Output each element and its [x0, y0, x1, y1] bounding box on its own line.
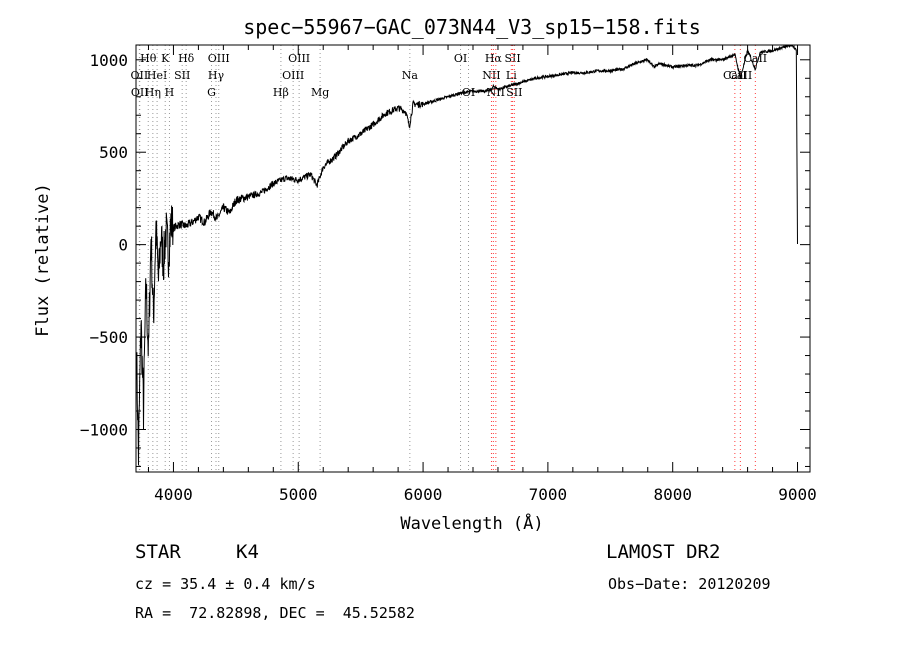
line-marker-label: Hβ	[273, 86, 289, 99]
x-tick-label: 8000	[653, 485, 692, 504]
line-marker-label: CaII	[729, 69, 753, 82]
line-marker-label: OIII	[288, 52, 310, 65]
chart-title: spec−55967−GAC_073N44_V3_sp15−158.fits	[243, 15, 701, 39]
line-marker-label: SII	[506, 86, 522, 99]
spectrum-series	[136, 44, 798, 466]
line-marker-label: OII	[131, 69, 149, 82]
y-tick-label: 500	[99, 143, 128, 162]
line-marker-label: CaII	[723, 69, 747, 82]
x-tick-label: 6000	[404, 485, 443, 504]
y-tick-label: 1000	[89, 51, 128, 70]
redshift-value: cz = 35.4 ± 0.4 km/s	[135, 575, 316, 593]
line-marker-label: Hθ	[140, 52, 157, 65]
line-marker-label: OII	[131, 86, 149, 99]
line-marker-label: Hγ	[208, 69, 225, 82]
line-marker-label: OI	[454, 52, 467, 65]
line-marker-label: SII	[174, 69, 190, 82]
line-markers: OII OII Hθ Hη HeI K H SII Hδ G Hγ OIII Hβ OIII OIII Mg N…	[131, 45, 767, 472]
line-marker-label: G	[207, 86, 216, 99]
line-marker-label: Hδ	[178, 52, 195, 65]
obs-date: Obs−Date: 20120209	[608, 575, 771, 593]
line-marker-label: OI	[462, 86, 475, 99]
y-axis-label: Flux (relative)	[33, 183, 53, 337]
subclass: K4	[236, 541, 259, 563]
line-marker-label: Hη	[145, 86, 161, 99]
y-tick-label: −500	[89, 328, 128, 347]
line-marker-label: OIII	[282, 69, 304, 82]
plot-frame	[135, 44, 811, 473]
spectrum-line	[136, 44, 798, 466]
coordinates: RA = 72.82898, DEC = 45.52582	[135, 604, 415, 622]
x-tick-label: 5000	[279, 485, 318, 504]
y-tick-label: −1000	[80, 420, 128, 439]
x-axis-label: Wavelength (Å)	[400, 512, 543, 534]
survey-name: LAMOST DR2	[606, 541, 721, 563]
line-marker-label: SII	[504, 52, 520, 65]
line-marker-label: H	[165, 86, 175, 99]
x-tick-label: 7000	[529, 485, 568, 504]
line-marker-label: Na	[402, 69, 419, 82]
axes: 4000 5000 6000 7000 8000 9000 −1000 −500 0 500 100…	[80, 44, 817, 504]
line-marker-label: OIII	[208, 52, 230, 65]
line-marker-label: Mg	[311, 86, 329, 99]
object-type: STAR	[135, 541, 181, 563]
line-marker-label: Li	[506, 69, 517, 82]
line-marker-label: Hα	[485, 52, 503, 65]
line-marker-label: HeI	[147, 69, 167, 82]
line-marker-label: K	[161, 52, 170, 65]
x-tick-label: 4000	[154, 485, 193, 504]
x-tick-label: 9000	[778, 485, 817, 504]
y-tick-label: 0	[118, 236, 128, 255]
line-marker-label: NII	[482, 69, 500, 82]
